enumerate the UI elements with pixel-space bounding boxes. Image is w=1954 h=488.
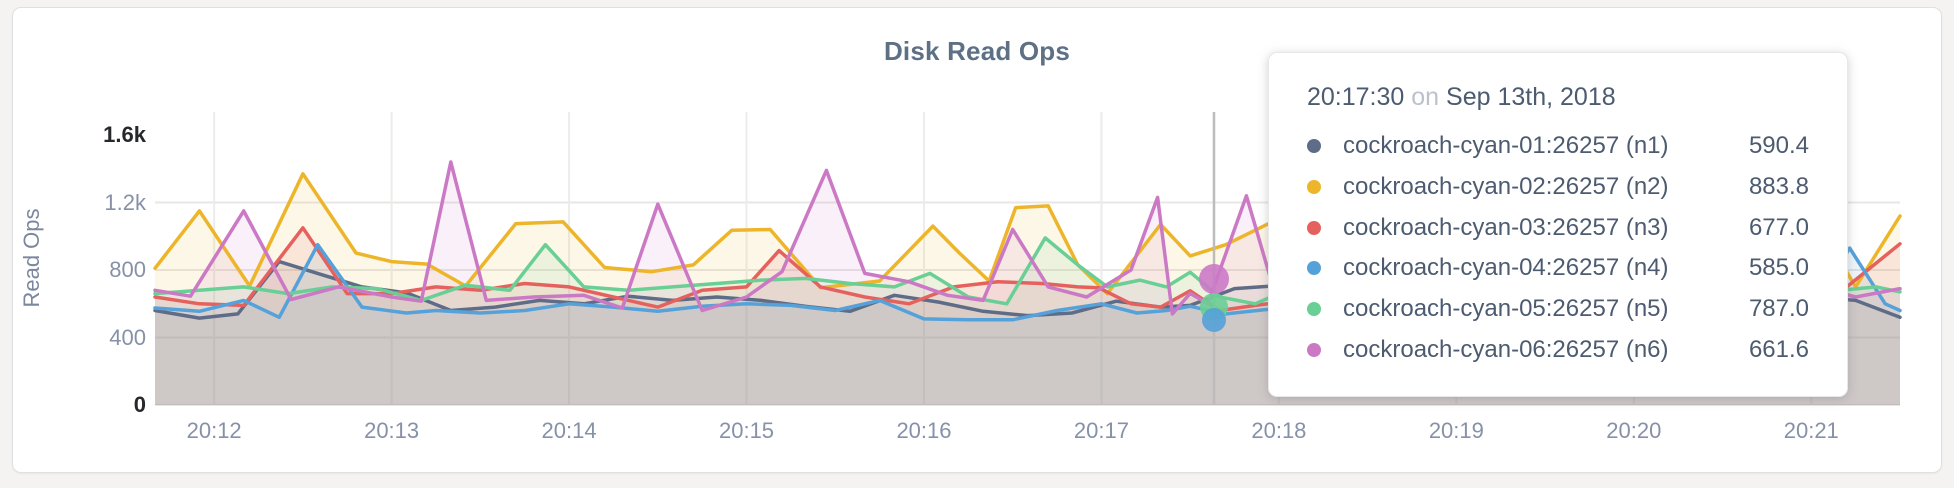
tooltip-series-row: cockroach-cyan-04:26257 (n4) 585.0 — [1307, 254, 1809, 282]
x-tick-label: 20:16 — [896, 418, 952, 443]
tooltip-series-row: cockroach-cyan-01:26257 (n1) 590.4 — [1307, 132, 1809, 160]
series-color-dot — [1307, 220, 1321, 235]
tooltip-date: Sep 13th, 2018 — [1446, 83, 1616, 111]
y-tick-label: 400 — [109, 324, 146, 350]
y-tick-label: 800 — [109, 257, 146, 282]
series-color-dot — [1307, 179, 1321, 194]
tooltip-series-label: cockroach-cyan-02:26257 (n2) — [1343, 172, 1669, 200]
tooltip-series-label: cockroach-cyan-05:26257 (n5) — [1343, 294, 1669, 322]
tooltip-series-label: cockroach-cyan-01:26257 (n1) — [1343, 132, 1669, 160]
tooltip-series-row: cockroach-cyan-05:26257 (n5) 787.0 — [1307, 295, 1809, 323]
chart-title: Disk Read Ops — [883, 36, 1071, 66]
tooltip-series-row: cockroach-cyan-03:26257 (n3) 677.0 — [1307, 214, 1809, 242]
tooltip-series-value: 883.8 — [1748, 172, 1809, 200]
x-tick-label: 20:19 — [1428, 418, 1484, 443]
tooltip-series-label: cockroach-cyan-03:26257 (n3) — [1343, 213, 1669, 241]
x-tick-label: 20:21 — [1783, 418, 1839, 443]
x-tick-label: 20:13 — [364, 418, 420, 443]
x-tick-label: 20:12 — [186, 418, 242, 443]
hover-marker-dot — [1199, 264, 1229, 294]
tooltip-series-value: 590.4 — [1748, 132, 1809, 160]
series-color-dot — [1307, 261, 1321, 276]
x-tick-label: 20:17 — [1073, 418, 1129, 443]
tooltip-series-label: cockroach-cyan-06:26257 (n6) — [1343, 335, 1669, 363]
tooltip-series-row: cockroach-cyan-02:26257 (n2) 883.8 — [1307, 173, 1809, 201]
tooltip-series-value: 677.0 — [1748, 213, 1809, 241]
tooltip-series-value: 585.0 — [1748, 254, 1809, 282]
tooltip-series-value: 787.0 — [1748, 294, 1809, 322]
x-tick-label: 20:20 — [1606, 418, 1662, 443]
x-tick-label: 20:15 — [718, 418, 775, 443]
y-tick-label: 0 — [133, 392, 146, 417]
tooltip-header: 20:17:30 on Sep 13th, 2018 — [1307, 83, 1809, 112]
x-tick-label: 20:18 — [1251, 418, 1307, 443]
x-tick-label: 20:14 — [541, 418, 597, 443]
y-tick-label: 1.2k — [104, 189, 146, 215]
hover-marker-dot — [1202, 308, 1226, 332]
tooltip-conjunction: on — [1411, 83, 1440, 111]
y-tick-label: 1.6k — [103, 122, 146, 147]
hover-tooltip: 20:17:30 on Sep 13th, 2018 cockroach-cya… — [1268, 52, 1848, 397]
tooltip-series-label: cockroach-cyan-04:26257 (n4) — [1343, 254, 1669, 282]
tooltip-rows: cockroach-cyan-01:26257 (n1) 590.4 cockroa… — [1307, 126, 1809, 370]
series-color-dot — [1307, 139, 1321, 154]
series-color-dot — [1307, 301, 1321, 316]
series-color-dot — [1307, 342, 1321, 357]
tooltip-series-value: 661.6 — [1748, 335, 1809, 363]
tooltip-time: 20:17:30 — [1307, 83, 1405, 111]
tooltip-series-row: cockroach-cyan-06:26257 (n6) 661.6 — [1307, 336, 1809, 364]
